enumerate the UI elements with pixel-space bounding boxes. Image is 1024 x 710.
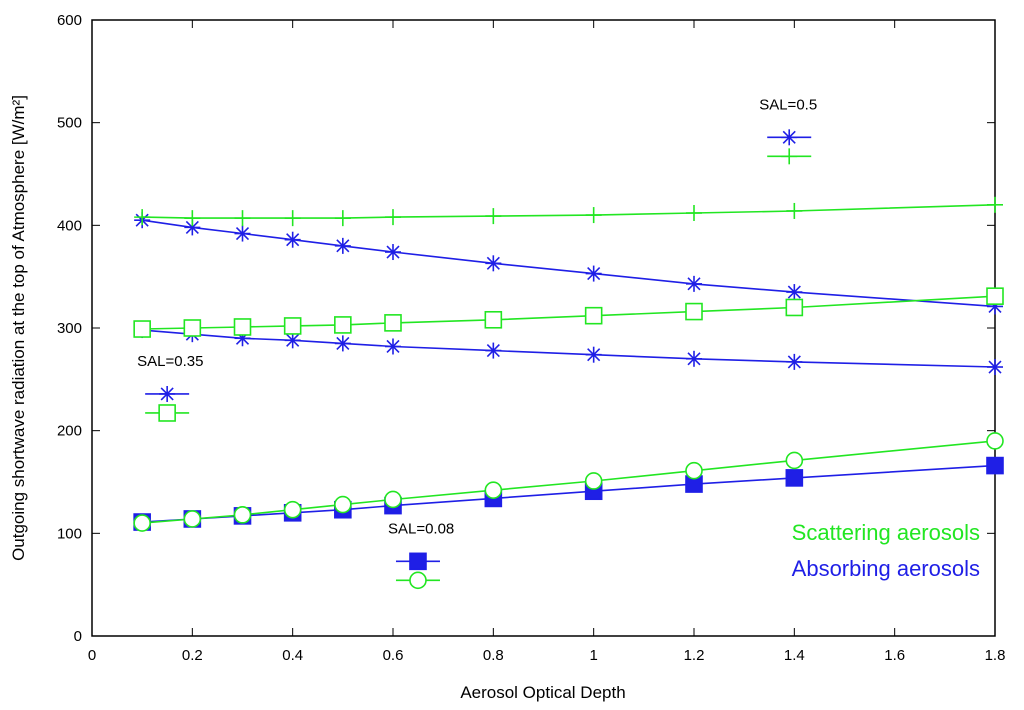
data-point (183, 510, 202, 528)
data-point (987, 359, 1003, 376)
data-point (233, 318, 252, 336)
x-tick-label: 1.2 (684, 647, 705, 664)
data-point (385, 209, 401, 226)
data-point (283, 317, 302, 335)
data-point (785, 298, 804, 317)
data-point (384, 490, 402, 509)
data-point (184, 210, 201, 227)
y-tick-label: 0 (74, 628, 82, 645)
data-point (584, 472, 603, 490)
x-axis-title: Aerosol Optical Depth (460, 683, 625, 702)
data-point (485, 208, 502, 225)
y-tick-label: 400 (57, 217, 82, 234)
data-point (334, 316, 352, 334)
data-point (334, 237, 351, 254)
annotation-key-marker (409, 552, 427, 571)
data-point (585, 207, 602, 224)
data-point (986, 432, 1004, 450)
data-point (234, 225, 251, 242)
data-point (385, 338, 401, 355)
legend-item: Absorbing aerosols (792, 556, 980, 581)
data-point (233, 506, 252, 524)
x-tick-label: 0 (88, 647, 96, 664)
data-point (786, 284, 803, 301)
annotation-key-marker (781, 148, 798, 165)
data-point (184, 219, 201, 236)
y-tick-label: 500 (57, 115, 82, 132)
data-point (284, 210, 301, 227)
data-point (133, 514, 151, 532)
data-point (334, 495, 352, 514)
x-tick-label: 0.2 (182, 647, 203, 664)
data-point (183, 319, 202, 337)
data-point (686, 205, 702, 222)
data-point (785, 451, 804, 470)
data-point (686, 350, 702, 367)
y-tick-label: 100 (57, 525, 82, 542)
x-tick-label: 0.6 (383, 647, 404, 664)
x-tick-label: 0.4 (282, 647, 303, 664)
x-tick-label: 1 (589, 647, 597, 664)
y-axis-title: Outgoing shortwave radiation at the top … (9, 95, 28, 561)
data-point (785, 469, 804, 487)
data-point (786, 353, 803, 370)
data-point (685, 461, 703, 480)
data-point (234, 210, 251, 227)
series-line (142, 440, 996, 524)
data-point (685, 302, 703, 321)
sal-annotation: SAL=0.35 (137, 353, 203, 370)
data-point (334, 210, 351, 227)
data-point (284, 231, 301, 248)
annotation-key-marker (158, 404, 176, 422)
x-tick-label: 1.4 (784, 647, 805, 664)
data-point (986, 456, 1004, 475)
data-point (484, 481, 503, 500)
data-point (284, 332, 301, 349)
series-line (142, 464, 996, 523)
sal-annotation: SAL=0.08 (388, 520, 454, 537)
data-point (133, 320, 151, 338)
annotation-key-marker (781, 129, 798, 146)
data-point (385, 244, 401, 261)
data-point (485, 342, 502, 359)
annotation-key-marker (159, 385, 176, 402)
sal-annotation: SAL=0.5 (759, 96, 817, 113)
x-tick-label: 0.8 (483, 647, 504, 664)
data-point (283, 500, 302, 519)
x-tick-label: 1.6 (884, 647, 905, 664)
data-point (786, 202, 803, 219)
data-point (384, 314, 402, 332)
series-line (142, 204, 996, 219)
y-tick-label: 200 (57, 423, 82, 440)
y-tick-label: 300 (57, 320, 82, 337)
series-line (142, 295, 996, 330)
data-point (986, 287, 1004, 305)
data-point (585, 346, 602, 363)
data-point (585, 265, 602, 282)
data-point (134, 209, 151, 226)
series-line (142, 329, 996, 368)
y-tick-label: 600 (57, 12, 82, 29)
data-point (484, 310, 503, 329)
data-point (686, 275, 702, 292)
data-point (584, 306, 603, 325)
data-point (485, 255, 502, 272)
x-tick-label: 1.8 (985, 647, 1006, 664)
legend-item: Scattering aerosols (792, 520, 980, 545)
data-point (334, 335, 351, 352)
series-line (142, 219, 996, 308)
data-point (987, 196, 1003, 213)
annotation-key-marker (409, 571, 427, 590)
